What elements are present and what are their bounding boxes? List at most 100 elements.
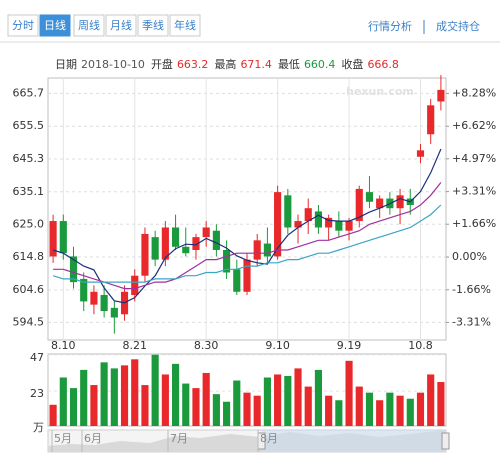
navigator-handle[interactable] bbox=[441, 432, 450, 450]
info-value: 2018-10-10 bbox=[81, 58, 145, 71]
candle-body bbox=[294, 221, 302, 228]
info-label: 最高 bbox=[214, 57, 236, 71]
volume-bar bbox=[223, 401, 231, 426]
volume-bar bbox=[294, 368, 302, 426]
volume-bar bbox=[110, 368, 118, 426]
candle-body bbox=[223, 249, 231, 273]
volume-bar bbox=[396, 395, 404, 426]
volume-bar bbox=[325, 395, 333, 426]
volume-unit: 万 bbox=[33, 421, 44, 434]
candle-body bbox=[355, 188, 363, 222]
ma-line bbox=[52, 204, 442, 283]
candle-body bbox=[80, 278, 88, 302]
candle-body bbox=[263, 243, 271, 257]
info-label: 日期 bbox=[55, 58, 77, 71]
volume-bar bbox=[263, 377, 271, 426]
volume-bar bbox=[161, 374, 169, 426]
plot-frame bbox=[47, 77, 447, 341]
tab-label[interactable]: 分时 bbox=[12, 19, 34, 32]
x-tick-label: 8.10 bbox=[51, 339, 76, 352]
y-tick-label: 594.5 bbox=[13, 315, 45, 328]
x-tick-label: 9.10 bbox=[265, 339, 290, 352]
tab-label[interactable]: 年线 bbox=[174, 18, 196, 32]
x-tick-label: 8.21 bbox=[122, 339, 147, 352]
x-tick-label: 10.8 bbox=[408, 339, 433, 352]
candle-body bbox=[212, 230, 220, 250]
candle-body bbox=[274, 192, 282, 257]
tab[interactable] bbox=[39, 14, 71, 37]
tab[interactable] bbox=[7, 14, 39, 37]
tab[interactable] bbox=[137, 14, 169, 37]
watermark: hexun.com bbox=[346, 85, 414, 98]
y2-tick-label: -3.31% bbox=[452, 315, 491, 328]
candle-body bbox=[304, 208, 312, 222]
ma-line bbox=[53, 182, 442, 290]
volume-bar bbox=[202, 372, 210, 426]
tab-label[interactable]: 季线 bbox=[142, 18, 164, 32]
volume-bar bbox=[416, 392, 425, 426]
volume-bar bbox=[151, 354, 159, 426]
volume-bar bbox=[233, 380, 241, 426]
candle-body bbox=[376, 198, 384, 209]
link[interactable]: 行情分析 bbox=[368, 19, 412, 33]
y2-tick-label: 0.00% bbox=[452, 250, 487, 263]
candle-body bbox=[365, 192, 374, 202]
volume-bar bbox=[69, 388, 78, 426]
info-label: 开盘 bbox=[151, 57, 173, 71]
navigator-selection[interactable] bbox=[262, 430, 446, 452]
y-tick-label: 655.5 bbox=[13, 119, 45, 132]
candle-body bbox=[110, 307, 118, 318]
y2-tick-label: +6.62% bbox=[452, 119, 496, 132]
volume-bar bbox=[427, 374, 435, 426]
candle-body bbox=[325, 217, 333, 228]
volume-tick-label: 23 bbox=[30, 387, 44, 400]
x-tick-label: 9.19 bbox=[337, 339, 362, 352]
volume-bar bbox=[284, 375, 292, 426]
tab[interactable] bbox=[169, 14, 201, 37]
volume-bar bbox=[345, 360, 353, 426]
volume-bar bbox=[212, 394, 220, 426]
volume-bar bbox=[437, 382, 445, 426]
candle-body bbox=[284, 195, 292, 228]
tab[interactable] bbox=[73, 14, 105, 37]
candle-body bbox=[427, 105, 435, 135]
navigator-label: 5月 bbox=[54, 432, 72, 445]
tab-label[interactable]: 周线 bbox=[78, 18, 100, 32]
volume-bar bbox=[243, 392, 251, 426]
volume-bar bbox=[141, 385, 149, 426]
candle-body bbox=[171, 227, 180, 247]
volume-bar bbox=[59, 377, 67, 426]
ma-line bbox=[52, 148, 442, 304]
y2-tick-label: +1.66% bbox=[452, 217, 496, 230]
navigator-label: 8月 bbox=[260, 432, 278, 445]
volume-bar bbox=[131, 359, 139, 426]
candle-body bbox=[335, 221, 343, 231]
candle-body bbox=[161, 227, 169, 260]
volume-bar bbox=[90, 385, 98, 426]
y-tick-label: 625.0 bbox=[13, 217, 45, 230]
volume-tick-label: 47 bbox=[30, 351, 44, 364]
volume-bar bbox=[406, 398, 414, 426]
volume-bar bbox=[355, 386, 363, 426]
tab-label[interactable]: 月线 bbox=[110, 18, 132, 32]
tab[interactable] bbox=[105, 14, 137, 37]
volume-bar bbox=[304, 386, 312, 426]
info-label: 收盘 bbox=[341, 57, 363, 71]
volume-bar bbox=[365, 392, 374, 426]
candle-body bbox=[314, 211, 323, 228]
link[interactable]: 成交持仓 bbox=[436, 19, 480, 33]
candle-body bbox=[233, 269, 241, 292]
tab-label[interactable]: 日线 bbox=[44, 18, 66, 32]
y-tick-label: 635.1 bbox=[13, 185, 45, 198]
candle-body bbox=[396, 195, 404, 209]
volume-bar bbox=[376, 400, 384, 426]
y-tick-label: 614.8 bbox=[13, 250, 45, 263]
y2-tick-label: +3.31% bbox=[452, 185, 496, 198]
candle-body bbox=[182, 246, 190, 254]
volume-bar bbox=[49, 404, 57, 426]
volume-bar bbox=[335, 400, 343, 426]
candle-body bbox=[100, 294, 108, 312]
y2-tick-label: +4.97% bbox=[452, 152, 496, 165]
